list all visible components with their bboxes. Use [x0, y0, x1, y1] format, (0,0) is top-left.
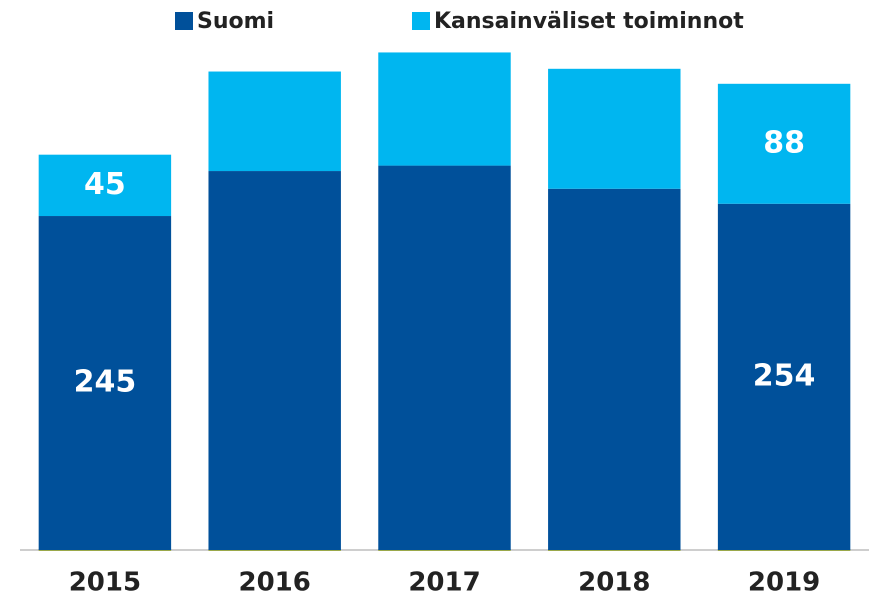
x-tick-label: 2019: [748, 568, 820, 598]
x-tick-label: 2018: [578, 568, 650, 598]
bar-segment: [38, 154, 172, 217]
value-label: 45: [84, 167, 126, 202]
bar-segment: [378, 52, 511, 166]
bar-segment: [208, 171, 341, 550]
bar-segment: [717, 83, 851, 204]
bar-segment: [38, 216, 172, 551]
legend-swatch: [175, 12, 193, 30]
x-tick-label: 2017: [408, 568, 480, 598]
bar-segment: [378, 165, 511, 550]
bar-segment: [208, 71, 341, 172]
legend-swatch: [412, 12, 430, 30]
x-tick-label: 2015: [69, 568, 141, 598]
bar-segment: [548, 68, 681, 189]
value-label: 254: [753, 358, 816, 393]
bar-segment: [548, 188, 681, 550]
value-label: 245: [74, 365, 137, 400]
bar-segment: [717, 203, 851, 551]
legend-label: Suomi: [197, 9, 274, 34]
value-label: 88: [763, 125, 805, 160]
x-tick-label: 2016: [239, 568, 311, 598]
legend-label: Kansainväliset toiminnot: [434, 9, 744, 34]
